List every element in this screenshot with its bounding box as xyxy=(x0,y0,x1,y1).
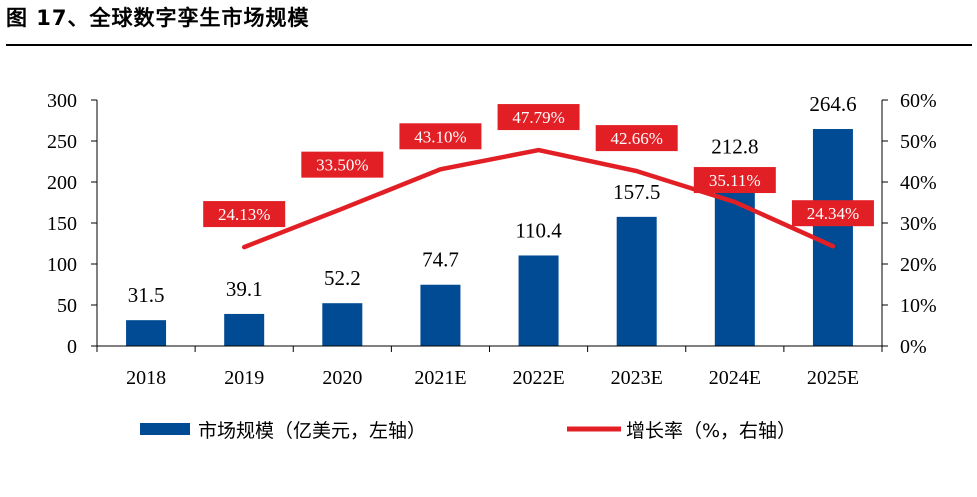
x-tick-label: 2021E xyxy=(414,367,466,389)
growth-label-box xyxy=(791,200,874,227)
growth-value-label: 24.34% xyxy=(807,204,859,223)
legend-label-bar: 市场规模（亿美元，左轴） xyxy=(198,420,426,442)
left-tick-label: 300 xyxy=(47,90,77,112)
axes-layer: 0 50 100 150 200 250 300 0% 10% 20% 30% 40% 50% 60% 20… xyxy=(47,90,937,389)
legend: 市场规模（亿美元，左轴） 增长率（%，右轴） xyxy=(140,420,796,442)
growth-label-box xyxy=(301,151,384,178)
left-tick-label: 50 xyxy=(57,295,77,317)
growth-value-label: 35.11% xyxy=(709,171,761,190)
bar-2021E xyxy=(420,284,461,346)
right-tick-label: 10% xyxy=(900,295,937,317)
right-tick-label: 0% xyxy=(900,336,927,358)
bar-value-label: 52.2 xyxy=(324,266,361,290)
growth-label-box xyxy=(399,123,482,150)
growth-value-label: 33.50% xyxy=(316,156,368,175)
growth-value-label: 43.10% xyxy=(414,127,466,146)
bar-2022E xyxy=(518,255,559,346)
bar-2018 xyxy=(126,320,167,346)
growth-rate-line xyxy=(241,147,836,250)
right-tick-label: 30% xyxy=(900,213,937,235)
bar-2023E xyxy=(616,216,657,346)
left-tick-label: 100 xyxy=(47,254,77,276)
bar-value-label: 110.4 xyxy=(515,218,562,242)
left-tick-label: 250 xyxy=(47,131,77,153)
bar-2025E xyxy=(812,129,853,346)
labels-layer: 31.5 39.1 52.2 74.7 110.4 157.5 212.8 264.6 24.1… xyxy=(128,92,874,307)
right-tick-label: 20% xyxy=(900,254,937,276)
x-tick-label: 2024E xyxy=(709,367,761,389)
x-tick-label: 2022E xyxy=(512,367,564,389)
figure-title: 图 17、全球数字孪生市场规模 xyxy=(6,6,310,30)
growth-line-layer xyxy=(241,147,836,250)
right-tick-label: 40% xyxy=(900,172,937,194)
x-tick-label: 2020 xyxy=(322,367,362,389)
bars-layer xyxy=(126,129,853,346)
bar-value-label: 39.1 xyxy=(226,277,263,301)
left-tick-label: 150 xyxy=(47,213,77,235)
growth-label-box xyxy=(203,201,286,228)
growth-value-label: 24.13% xyxy=(218,205,270,224)
left-tick-label: 0 xyxy=(67,336,77,358)
growth-label-box xyxy=(497,104,580,131)
growth-value-label: 42.66% xyxy=(610,129,662,148)
right-tick-label: 60% xyxy=(900,90,937,112)
title-divider xyxy=(6,44,972,46)
x-tick-label: 2018 xyxy=(126,367,166,389)
bar-2020 xyxy=(322,303,363,346)
bar-value-label: 212.8 xyxy=(711,135,758,159)
bar-value-label: 31.5 xyxy=(128,283,165,307)
x-tick-label: 2019 xyxy=(224,367,264,389)
x-tick-label: 2025E xyxy=(807,367,859,389)
bar-value-label: 264.6 xyxy=(809,92,856,116)
legend-swatch-bar xyxy=(140,423,190,435)
growth-label-box xyxy=(693,167,776,194)
growth-value-label: 47.79% xyxy=(512,108,564,127)
bar-value-label: 157.5 xyxy=(613,180,660,204)
left-tick-label: 200 xyxy=(47,172,77,194)
x-tick-label: 2023E xyxy=(611,367,663,389)
growth-label-box xyxy=(595,125,678,152)
bar-value-label: 74.7 xyxy=(422,248,459,272)
right-tick-label: 50% xyxy=(900,131,937,153)
legend-label-line: 增长率（%，右轴） xyxy=(626,420,796,442)
bar-2019 xyxy=(224,313,265,346)
